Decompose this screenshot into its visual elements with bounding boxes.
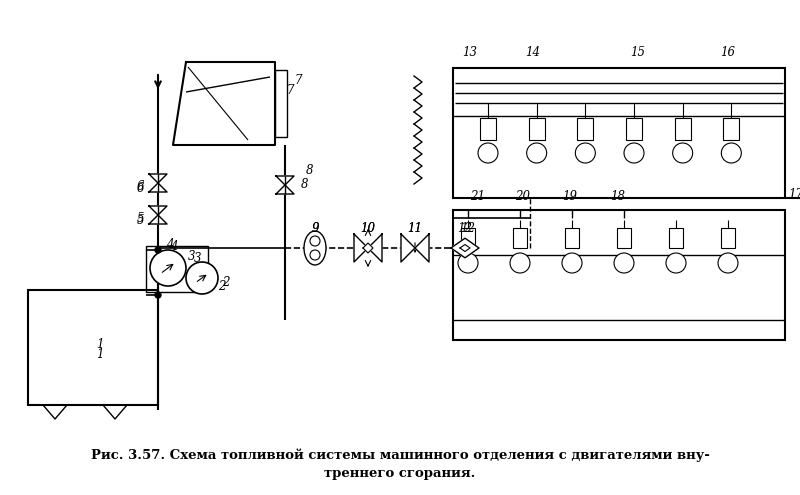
Bar — [674, 118, 690, 140]
Text: 20: 20 — [515, 191, 530, 203]
Text: 14: 14 — [526, 46, 541, 58]
Text: 9: 9 — [311, 221, 318, 235]
Text: 19: 19 — [562, 191, 578, 203]
Circle shape — [150, 250, 186, 286]
Bar — [461, 228, 475, 248]
Polygon shape — [276, 176, 294, 185]
Text: 4: 4 — [170, 241, 178, 253]
Bar — [146, 246, 208, 292]
Circle shape — [310, 236, 320, 246]
Circle shape — [478, 143, 498, 163]
Text: 13: 13 — [462, 46, 478, 58]
Text: 11: 11 — [407, 221, 422, 235]
Text: 4: 4 — [166, 239, 174, 251]
Bar — [453, 68, 785, 198]
Bar — [28, 290, 158, 405]
Circle shape — [562, 253, 582, 273]
Text: 15: 15 — [630, 46, 646, 58]
Circle shape — [673, 143, 693, 163]
Text: 11: 11 — [407, 221, 422, 235]
Polygon shape — [149, 206, 167, 215]
Text: 2: 2 — [218, 280, 226, 293]
Bar — [626, 118, 642, 140]
Text: 1: 1 — [96, 339, 104, 351]
Bar — [275, 70, 287, 137]
Circle shape — [510, 253, 530, 273]
Text: 3: 3 — [188, 249, 196, 262]
Text: 17: 17 — [789, 189, 800, 201]
Text: 12: 12 — [458, 221, 473, 235]
Polygon shape — [149, 215, 167, 224]
Text: 12: 12 — [461, 221, 475, 235]
Bar — [513, 228, 527, 248]
Text: 10: 10 — [361, 221, 375, 235]
Text: 6: 6 — [136, 180, 144, 193]
Circle shape — [526, 143, 546, 163]
Bar — [578, 118, 594, 140]
Polygon shape — [149, 174, 167, 183]
Circle shape — [310, 250, 320, 260]
Text: 6: 6 — [136, 182, 144, 195]
Text: 7: 7 — [286, 84, 294, 97]
Circle shape — [155, 247, 161, 253]
Text: 16: 16 — [721, 46, 735, 58]
Text: 1: 1 — [96, 348, 104, 361]
Polygon shape — [149, 183, 167, 192]
Bar — [723, 118, 739, 140]
Text: 9: 9 — [311, 221, 318, 235]
Circle shape — [186, 262, 218, 294]
Circle shape — [575, 143, 595, 163]
Bar — [565, 228, 579, 248]
Text: 21: 21 — [470, 191, 486, 203]
Bar — [617, 228, 631, 248]
Text: 7: 7 — [294, 73, 302, 87]
Text: 8: 8 — [306, 163, 314, 177]
Polygon shape — [363, 243, 373, 253]
Circle shape — [155, 292, 161, 298]
Circle shape — [624, 143, 644, 163]
Ellipse shape — [304, 231, 326, 265]
Polygon shape — [276, 185, 294, 194]
Bar — [669, 228, 683, 248]
Polygon shape — [460, 245, 470, 251]
Text: 2: 2 — [222, 276, 230, 289]
Text: 18: 18 — [610, 191, 626, 203]
Text: 3: 3 — [194, 251, 202, 264]
Bar — [721, 228, 735, 248]
Bar — [453, 210, 785, 340]
Text: Рис. 3.57. Схема топливной системы машинного отделения с двигателями вну-: Рис. 3.57. Схема топливной системы машин… — [90, 448, 710, 462]
Circle shape — [666, 253, 686, 273]
Circle shape — [458, 253, 478, 273]
Text: треннего сгорания.: треннего сгорания. — [324, 466, 476, 480]
Polygon shape — [354, 234, 368, 262]
Text: 5: 5 — [136, 211, 144, 225]
Polygon shape — [368, 234, 382, 262]
Bar — [480, 118, 496, 140]
Circle shape — [614, 253, 634, 273]
Circle shape — [718, 253, 738, 273]
Polygon shape — [451, 238, 479, 258]
Polygon shape — [415, 234, 429, 262]
Text: 5: 5 — [136, 213, 144, 227]
Text: 8: 8 — [302, 179, 309, 192]
Circle shape — [722, 143, 742, 163]
Polygon shape — [173, 62, 275, 145]
Polygon shape — [401, 234, 415, 262]
Bar — [529, 118, 545, 140]
Text: 10: 10 — [361, 221, 375, 235]
